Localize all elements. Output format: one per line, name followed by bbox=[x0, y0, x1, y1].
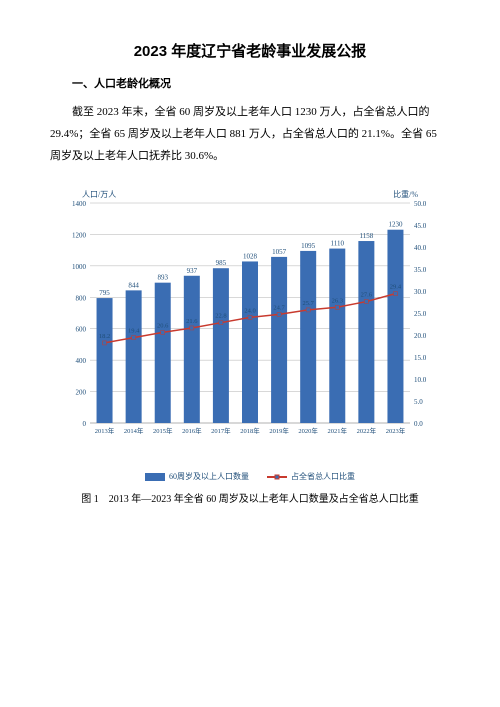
legend-swatch-line bbox=[267, 476, 287, 478]
chart-svg: 人口/万人 比重/% 0 200 400 600 800 1000 1200 1400 0.0 5.0… bbox=[50, 183, 450, 463]
svg-text:2018年: 2018年 bbox=[240, 426, 260, 435]
legend-marker bbox=[275, 474, 280, 479]
svg-text:5.0: 5.0 bbox=[414, 398, 423, 406]
svg-text:15.0: 15.0 bbox=[414, 354, 427, 362]
svg-text:600: 600 bbox=[76, 326, 87, 334]
svg-text:30.0: 30.0 bbox=[414, 288, 427, 296]
svg-text:2014年: 2014年 bbox=[124, 426, 144, 435]
svg-text:50.0: 50.0 bbox=[414, 200, 427, 208]
svg-text:2020年: 2020年 bbox=[298, 426, 318, 435]
svg-text:27.6: 27.6 bbox=[361, 292, 373, 299]
figure-caption-1: 图 1 2013 年—2023 年全省 60 周岁及以上老年人口数量及占全省总人… bbox=[50, 490, 450, 505]
chart-legend: 60周岁及以上人口数量 占全省总人口比重 bbox=[50, 471, 450, 482]
svg-text:20.6: 20.6 bbox=[157, 322, 169, 329]
svg-text:1028: 1028 bbox=[243, 252, 258, 260]
svg-text:893: 893 bbox=[157, 274, 168, 282]
svg-text:1057: 1057 bbox=[272, 248, 287, 256]
svg-text:1095: 1095 bbox=[301, 242, 316, 250]
svg-text:18.2: 18.2 bbox=[99, 333, 110, 340]
svg-text:1110: 1110 bbox=[331, 240, 345, 248]
section-heading-1: 一、人口老龄化概况 bbox=[50, 75, 450, 91]
svg-text:400: 400 bbox=[76, 357, 87, 365]
svg-text:800: 800 bbox=[76, 294, 87, 302]
svg-text:1400: 1400 bbox=[72, 200, 87, 208]
svg-text:22.8: 22.8 bbox=[215, 313, 226, 320]
svg-text:1230: 1230 bbox=[388, 221, 403, 229]
svg-text:40.0: 40.0 bbox=[414, 244, 427, 252]
svg-text:2021年: 2021年 bbox=[328, 426, 348, 435]
svg-text:985: 985 bbox=[216, 259, 227, 267]
svg-text:0.0: 0.0 bbox=[414, 420, 423, 428]
chart-figure-1: 人口/万人 比重/% 0 200 400 600 800 1000 1200 1400 0.0 5.0… bbox=[50, 183, 450, 463]
svg-text:2015年: 2015年 bbox=[153, 426, 173, 435]
page-title: 2023 年度辽宁省老龄事业发展公报 bbox=[50, 40, 450, 61]
svg-text:844: 844 bbox=[128, 281, 139, 289]
svg-text:1158: 1158 bbox=[359, 232, 373, 240]
legend-item-bar: 60周岁及以上人口数量 bbox=[145, 471, 249, 482]
svg-text:2013年: 2013年 bbox=[95, 426, 115, 435]
svg-text:26.3: 26.3 bbox=[332, 297, 343, 304]
svg-text:24.7: 24.7 bbox=[273, 304, 285, 311]
legend-label-bar: 60周岁及以上人口数量 bbox=[169, 471, 249, 482]
svg-text:2017年: 2017年 bbox=[211, 426, 231, 435]
svg-text:2022年: 2022年 bbox=[357, 426, 377, 435]
legend-swatch-bar bbox=[145, 473, 165, 481]
svg-text:20.0: 20.0 bbox=[414, 332, 427, 340]
svg-text:10.0: 10.0 bbox=[414, 376, 427, 384]
svg-text:200: 200 bbox=[76, 389, 87, 397]
svg-text:937: 937 bbox=[187, 267, 198, 275]
svg-text:1000: 1000 bbox=[72, 263, 87, 271]
svg-text:29.4: 29.4 bbox=[390, 284, 402, 291]
svg-text:19.4: 19.4 bbox=[128, 328, 140, 335]
svg-text:人口/万人: 人口/万人 bbox=[82, 190, 116, 199]
paragraph-1: 截至 2023 年末，全省 60 周岁及以上老年人口 1230 万人，占全省总人… bbox=[50, 101, 450, 167]
svg-text:45.0: 45.0 bbox=[414, 222, 427, 230]
svg-text:0: 0 bbox=[83, 420, 87, 428]
svg-text:21.6: 21.6 bbox=[186, 318, 198, 325]
svg-text:35.0: 35.0 bbox=[414, 266, 427, 274]
svg-text:2019年: 2019年 bbox=[269, 426, 289, 435]
svg-text:25.7: 25.7 bbox=[302, 300, 314, 307]
svg-text:2023年: 2023年 bbox=[386, 426, 406, 435]
svg-text:24.0: 24.0 bbox=[244, 307, 255, 314]
svg-text:1200: 1200 bbox=[72, 231, 87, 239]
legend-label-line: 占全省总人口比重 bbox=[291, 471, 355, 482]
svg-text:795: 795 bbox=[99, 289, 110, 297]
svg-text:比重/%: 比重/% bbox=[393, 189, 418, 199]
svg-text:2016年: 2016年 bbox=[182, 426, 202, 435]
legend-item-line: 占全省总人口比重 bbox=[267, 471, 355, 482]
svg-text:25.0: 25.0 bbox=[414, 310, 427, 318]
